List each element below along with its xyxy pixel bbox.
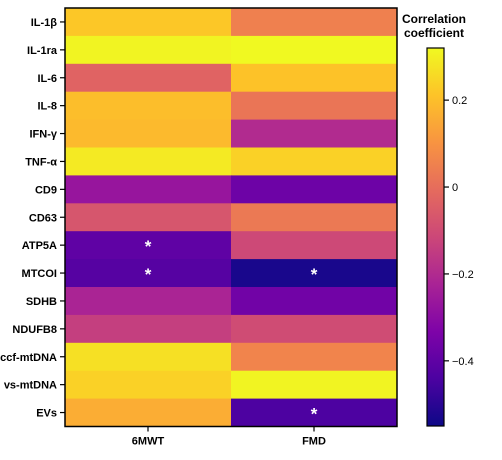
y-tick-label: IL-8 [37, 101, 57, 113]
heatmap-cell-MTCOI-6MWT [65, 259, 232, 288]
heatmap-cell-CD9-FMD [231, 175, 398, 204]
significance-marker: * [145, 237, 152, 256]
colorbar-tick-label: −0.4 [452, 356, 474, 368]
colorbar [426, 47, 445, 427]
heatmap-cell-TNF-FMD [231, 147, 398, 176]
heatmap-cell-ATP5A-FMD [231, 231, 398, 260]
heatmap-cell-IL1-FMD [231, 8, 398, 37]
x-tick-label: 6MWT [132, 436, 165, 448]
heatmap-cell-NDUFB8-6MWT [65, 314, 232, 344]
heatmap-cell-ccfmtDNA-6MWT [65, 342, 232, 372]
colorbar-title: Correlation [402, 12, 466, 26]
y-tick-label: CD63 [29, 212, 57, 224]
heatmap-cell-MTCOI-FMD [231, 259, 398, 288]
y-tick-label: IL-6 [37, 73, 57, 85]
heatmap-cell-IL1-6MWT [65, 8, 232, 37]
heatmap-cell-IL8-FMD [231, 91, 398, 121]
heatmap-cell-CD63-FMD [231, 203, 398, 232]
significance-marker: * [311, 405, 318, 424]
colorbar-title: coefficient [404, 26, 464, 40]
significance-marker: * [145, 265, 152, 284]
heatmap-cell-IL6-6MWT [65, 63, 232, 93]
heatmap-cell-IFN-FMD [231, 119, 398, 148]
y-tick-label: TNF-α [25, 156, 57, 168]
y-tick-label: IFN-γ [30, 129, 58, 141]
y-tick-label: CD9 [35, 184, 57, 196]
y-tick-label: vs-mtDNA [4, 380, 57, 392]
heatmap-cell-IL8-6MWT [65, 91, 232, 121]
y-tick-label: IL-1ra [27, 45, 58, 57]
colorbar-tick-label: 0.2 [452, 95, 467, 107]
heatmap-cell-CD63-6MWT [65, 203, 232, 232]
heatmap-cell-TNF-6MWT [65, 147, 232, 176]
heatmap-cell-NDUFB8-FMD [231, 314, 398, 344]
y-tick-label: EVs [36, 408, 57, 420]
heatmap-cell-SDHB-FMD [231, 287, 398, 316]
heatmap-cell-SDHB-6MWT [65, 287, 232, 316]
heatmap-cell-CD9-6MWT [65, 175, 232, 204]
x-tick-label: FMD [302, 436, 326, 448]
heatmap-cell-ATP5A-6MWT [65, 231, 232, 260]
colorbar-tick-label: −0.2 [452, 269, 474, 281]
y-tick-label: ATP5A [22, 240, 57, 252]
heatmap-cell-IL6-FMD [231, 63, 398, 93]
y-tick-label: NDUFB8 [12, 324, 57, 336]
heatmap-cell-vsmtDNA-FMD [231, 370, 398, 400]
y-tick-label: IL-1β [31, 17, 58, 29]
heatmap-cell-vsmtDNA-6MWT [65, 370, 232, 400]
heatmap-cell-EVs-FMD [231, 398, 398, 427]
y-tick-label: MTCOI [22, 268, 57, 280]
y-tick-label: SDHB [26, 296, 57, 308]
y-tick-label: ccf-mtDNA [0, 352, 57, 364]
significance-marker: * [311, 265, 318, 284]
heatmap-cell-IFN-6MWT [65, 119, 232, 148]
colorbar-tick-label: 0 [452, 182, 458, 194]
heatmap-cell-EVs-6MWT [65, 398, 232, 427]
heatmap-cell-IL1ra-FMD [231, 35, 398, 65]
heatmap-cell-ccfmtDNA-FMD [231, 342, 398, 372]
heatmap-cell-IL1ra-6MWT [65, 35, 232, 65]
